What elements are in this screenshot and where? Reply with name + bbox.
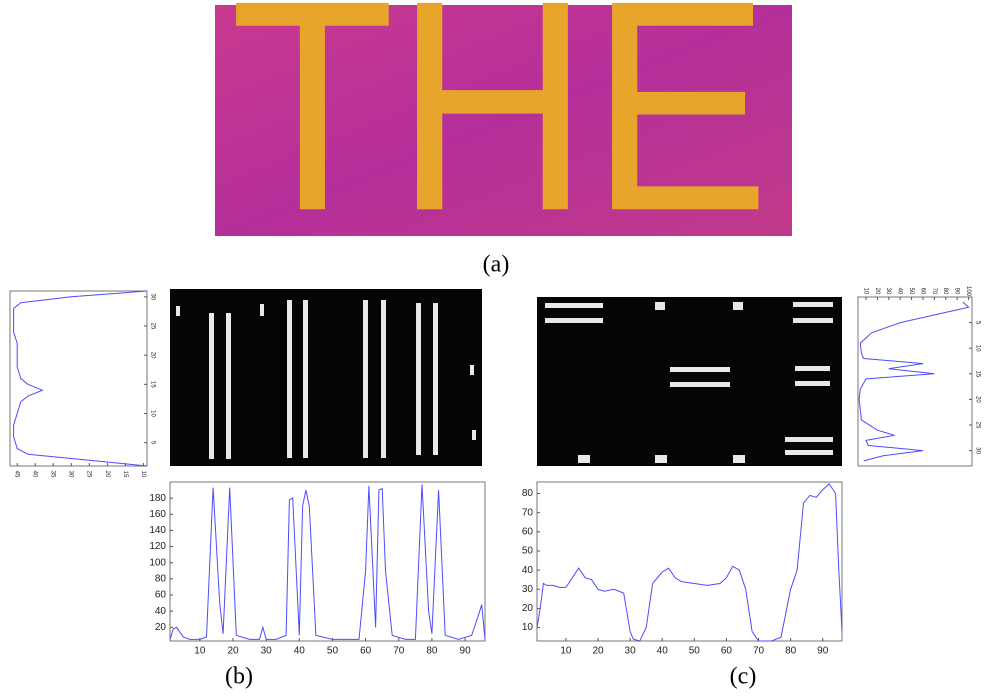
y-tick-label: 80 [522,488,534,499]
photo: THE [215,0,792,273]
value-tick-label: 80 [942,288,948,295]
value-tick-label: 100 [965,286,971,297]
row-tick-label: 15 [149,381,155,388]
x-tick-label: 10 [194,646,206,657]
y-tick-label: 160 [149,509,166,520]
value-tick-label: 20 [874,288,880,295]
value-tick-label: 30 [68,471,74,478]
x-tick-label: 70 [753,646,765,657]
value-tick-label: 40 [32,471,38,478]
y-tick-label: 140 [149,525,166,536]
x-tick-label: 60 [721,646,733,657]
plot-frame [537,482,842,641]
row-tick-label: 25 [149,323,155,330]
value-tick-label: 90 [954,288,960,295]
y-tick-label: 20 [522,603,534,614]
horizontal-edge-image [537,297,842,466]
x-tick-label: 90 [460,646,472,657]
x-tick-label: 30 [261,646,273,657]
x-tick-label: 40 [294,646,306,657]
y-tick-label: 120 [149,541,166,552]
y-tick-label: 80 [155,573,167,584]
y-tick-label: 40 [522,565,534,576]
x-tick-label: 70 [393,646,405,657]
row-tick-label: 30 [974,447,980,454]
value-tick-label: 45 [14,471,20,478]
caption: (a) [483,252,510,278]
x-tick-label: 50 [327,646,339,657]
row-tick-label: 20 [974,396,980,403]
vertical-edge-image [170,289,482,466]
x-tick-label: 10 [560,646,572,657]
y-tick-label: 100 [149,557,166,568]
plot-frame [10,291,147,466]
value-tick-label: 15 [122,471,128,478]
row-tick-label: 25 [974,422,980,429]
x-tick-label: 50 [689,646,701,657]
y-tick-label: 60 [522,526,534,537]
plot-frame [858,297,972,466]
row-tick-label: 15 [974,370,980,377]
x-tick-label: 20 [592,646,604,657]
value-tick-label: 70 [931,288,937,295]
photo-text: THE [230,0,770,273]
value-tick-label: 20 [104,471,110,478]
row-tick-label: 10 [974,345,980,352]
x-tick-label: 40 [657,646,669,657]
row-tick-label: 20 [149,352,155,359]
x-tick-label: 80 [785,646,797,657]
caption: (c) [730,664,757,690]
value-tick-label: 50 [908,288,914,295]
row-tick-label: 5 [149,441,155,445]
row-tick-label: 5 [974,321,980,325]
y-tick-label: 20 [155,622,167,633]
y-tick-label: 30 [522,584,534,595]
y-tick-label: 10 [522,622,534,633]
x-tick-label: 90 [817,646,829,657]
value-tick-label: 35 [50,471,56,478]
y-tick-label: 60 [155,590,167,601]
value-tick-label: 40 [897,288,903,295]
value-tick-label: 60 [919,288,925,295]
x-tick-label: 30 [625,646,637,657]
value-tick-label: 10 [140,471,146,478]
value-tick-label: 30 [885,288,891,295]
row-tick-label: 30 [149,293,155,300]
row-tick-label: 10 [149,410,155,417]
caption: (b) [225,664,253,690]
y-tick-label: 50 [522,546,534,557]
x-tick-label: 60 [360,646,372,657]
y-tick-label: 70 [522,507,534,518]
x-tick-label: 80 [426,646,438,657]
value-tick-label: 25 [86,471,92,478]
x-tick-label: 20 [227,646,239,657]
y-tick-label: 40 [155,606,167,617]
y-tick-label: 180 [149,493,166,504]
value-tick-label: 10 [862,288,868,295]
figure: THE (a) (b) (c) 5 10 15 20 25 30 45 40 35 30 25 20 1… [0,0,992,698]
